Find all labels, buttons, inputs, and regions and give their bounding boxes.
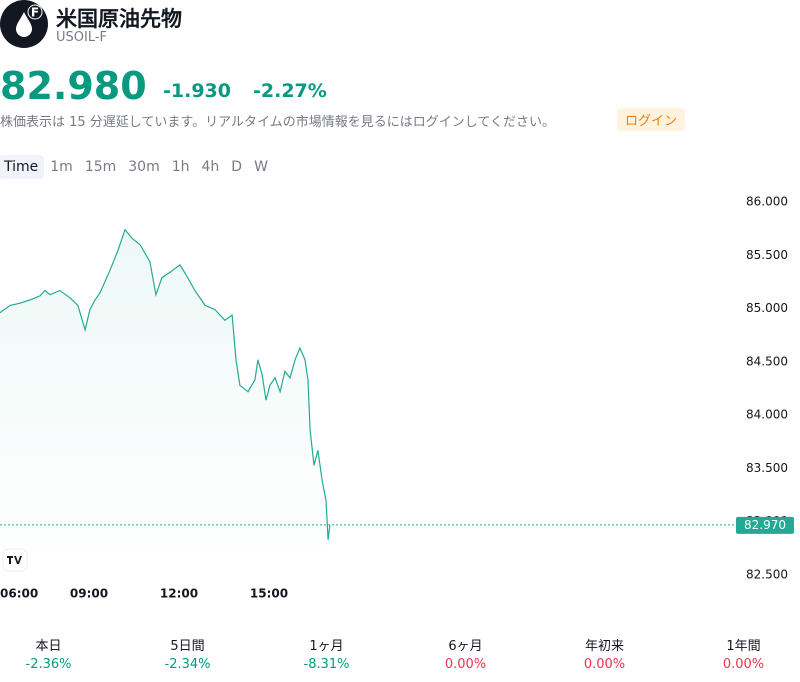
timeframe-button[interactable]: 1h <box>171 159 190 175</box>
y-tick-label: 82.500 <box>746 568 788 582</box>
y-tick-label: 84.000 <box>746 408 788 422</box>
change: -1.930 <box>163 80 231 102</box>
timeframe-button[interactable]: 15m <box>84 159 117 175</box>
period-label: 本日 <box>35 639 62 654</box>
period-change: -8.31% <box>303 657 350 672</box>
period-label: 1年間 <box>726 639 761 654</box>
last-price-label: 82.970 <box>744 518 786 532</box>
period-change: 0.00% <box>444 657 487 672</box>
period: 6ヶ月 0.00% <box>399 635 532 672</box>
y-tick-label: 85.500 <box>746 248 788 262</box>
logo: F <box>0 0 48 48</box>
delay-note: 株価表示は 15 分遅延しています。リアルタイムの市場情報を見るにはログインして… <box>0 115 555 130</box>
period-change: -2.36% <box>25 657 72 672</box>
price-line <box>0 228 331 540</box>
period-label: 年初来 <box>584 639 624 654</box>
title: 米国原油先物 <box>56 7 182 31</box>
x-tick-label: 09:00 <box>70 587 108 601</box>
period: 本日 -2.36% <box>0 635 115 672</box>
period-change: 0.00% <box>722 657 765 672</box>
period: 1ヶ月 -8.31% <box>260 635 393 672</box>
timeframe-button[interactable]: 4h <box>201 159 220 175</box>
y-tick-label: 85.000 <box>746 301 788 315</box>
price: 82.980 <box>0 64 147 108</box>
period-change: -2.34% <box>164 657 211 672</box>
period-label: 6ヶ月 <box>448 639 483 654</box>
y-tick-label: 83.500 <box>746 461 788 475</box>
period-change: 0.00% <box>583 657 626 672</box>
timeframe-button[interactable]: 1m <box>50 159 73 175</box>
x-tick-label: 12:00 <box>160 587 198 601</box>
login-button[interactable]: ログイン <box>617 108 686 131</box>
x-tick-label: 06:00 <box>0 587 38 601</box>
y-tick-label: 84.500 <box>746 354 788 368</box>
timeframe-bar: Time 1m 15m 30m 1h 4h D W <box>0 155 274 179</box>
chart: 82.50083.00083.50084.00084.50085.00085.5… <box>0 195 794 601</box>
last-price-box <box>736 516 794 534</box>
period: 年初来 0.00% <box>538 635 671 672</box>
timeframe-button[interactable]: Time <box>0 155 45 179</box>
timeframe-button[interactable]: 30m <box>128 159 160 175</box>
period-label: 5日間 <box>170 639 205 654</box>
x-tick-label: 15:00 <box>250 587 288 601</box>
area <box>0 229 330 575</box>
period: 5日間 -2.34% <box>121 635 254 672</box>
change-pct: -2.27% <box>253 80 327 102</box>
period-label: 1ヶ月 <box>309 639 344 654</box>
svg-text:F: F <box>31 6 39 20</box>
timeframe-button[interactable]: W <box>254 159 268 175</box>
timeframe-button[interactable]: D <box>231 159 243 175</box>
y-tick-label: 86.000 <box>746 195 788 209</box>
period: 1年間 0.00% <box>677 635 800 672</box>
symbol: USOIL-F <box>56 30 108 45</box>
